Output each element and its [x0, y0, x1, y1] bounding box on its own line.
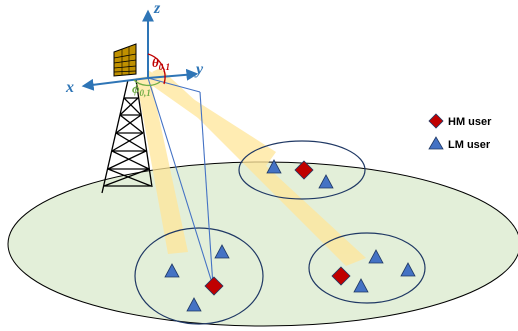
beam-cluster-right [152, 68, 366, 266]
theta-arc [147, 53, 166, 85]
axis-label-z: z [153, 0, 161, 17]
phi-subscript: 0,1 [140, 88, 151, 98]
legend: HM user LM user [428, 113, 492, 151]
lm-user-icon [318, 174, 334, 189]
phi-symbol: ϕ [132, 81, 140, 96]
user-cluster-right [308, 232, 426, 304]
x-axis [81, 77, 149, 91]
hm-user-icon [331, 266, 351, 286]
legend-hm-label: HM user [448, 116, 492, 128]
legend-lm-user-icon [428, 136, 444, 150]
antenna-panel-icon [113, 43, 137, 77]
lm-user-icon [400, 262, 416, 277]
phi-arc [133, 79, 161, 87]
y-axis [147, 68, 199, 81]
lm-user-icon [368, 249, 384, 264]
beams [136, 68, 366, 266]
theta-label: θ0,1 [152, 55, 170, 72]
hm-user-icon [204, 276, 224, 296]
axis-label-y: y [194, 61, 204, 78]
legend-hm-user-icon [428, 113, 444, 129]
phi-label: ϕ0,1 [132, 81, 151, 98]
theta-symbol: θ [152, 55, 159, 70]
lm-user-icon [214, 244, 230, 259]
beam-cluster-left [136, 76, 188, 254]
lm-user-icon [164, 263, 180, 278]
lm-user-icon [186, 297, 202, 312]
user-cluster-left [134, 227, 264, 325]
lm-user-icon [266, 159, 282, 174]
hm-user-icon [294, 160, 314, 180]
theta-subscript: 0,1 [159, 62, 170, 72]
axis-label-x: x [65, 79, 74, 96]
legend-lm-label: LM user [448, 139, 491, 151]
ground-coverage-area [7, 161, 518, 327]
projection-lines [147, 77, 214, 287]
coordinate-axes [81, 9, 199, 91]
user-cluster-top [238, 140, 366, 200]
lm-user-icon [353, 278, 369, 293]
base-station-tower [101, 79, 153, 194]
